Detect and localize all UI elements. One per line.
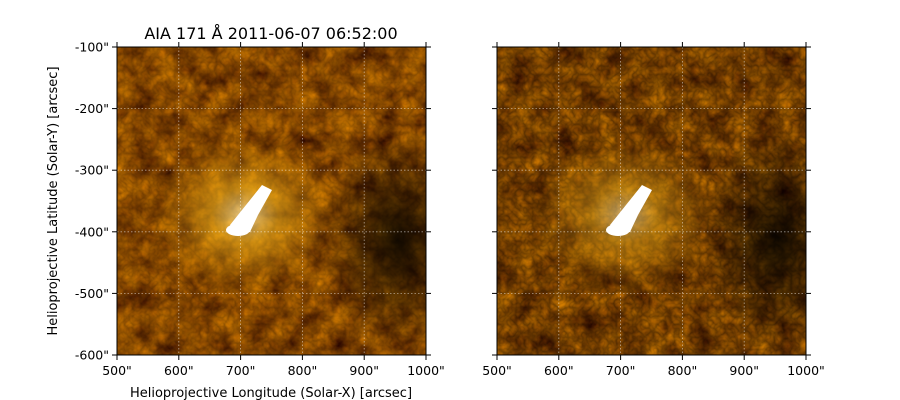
left-x-tick-label: 600" xyxy=(164,363,194,378)
left-y-tick-label: -400" xyxy=(75,224,109,239)
left-y-tick-label: -100" xyxy=(75,40,109,55)
right-solar-image xyxy=(497,47,806,355)
left-y-tick-labels: -100" -200" -300" -400" -500" -600" xyxy=(75,40,109,363)
left-y-tick-label: -500" xyxy=(75,286,109,301)
right-x-tick-label: 800" xyxy=(668,363,698,378)
x-axis-label: Helioprojective Longitude (Solar-X) [arc… xyxy=(130,386,412,400)
left-x-tick-label: 800" xyxy=(288,363,318,378)
left-x-tick-label: 900" xyxy=(349,363,379,378)
left-x-tick-labels: 500" 600" 700" 800" 900" 1000" xyxy=(102,363,445,378)
right-x-tick-label: 600" xyxy=(544,363,574,378)
right-x-tick-labels: 500" 600" 700" 800" 900" 1000" xyxy=(482,363,825,378)
right-x-tick-label: 500" xyxy=(482,363,512,378)
left-x-tick-label: 1000" xyxy=(407,363,445,378)
left-panel-frame xyxy=(116,46,427,356)
left-y-tick-label: -600" xyxy=(75,348,109,363)
right-x-tick-label: 1000" xyxy=(787,363,825,378)
y-axis-label: Helioprojective Latitude (Solar-Y) [arcs… xyxy=(46,66,61,335)
right-x-tick-label: 700" xyxy=(606,363,636,378)
left-x-tick-label: 700" xyxy=(226,363,256,378)
right-x-tick-label: 900" xyxy=(729,363,759,378)
plot-title: AIA 171 Å 2011-06-07 06:52:00 xyxy=(144,24,397,43)
left-solar-image xyxy=(117,47,426,355)
left-y-tick-label: -200" xyxy=(75,101,109,116)
left-x-tick-label: 500" xyxy=(102,363,132,378)
right-panel-frame xyxy=(496,46,807,356)
left-y-tick-label: -300" xyxy=(75,163,109,178)
